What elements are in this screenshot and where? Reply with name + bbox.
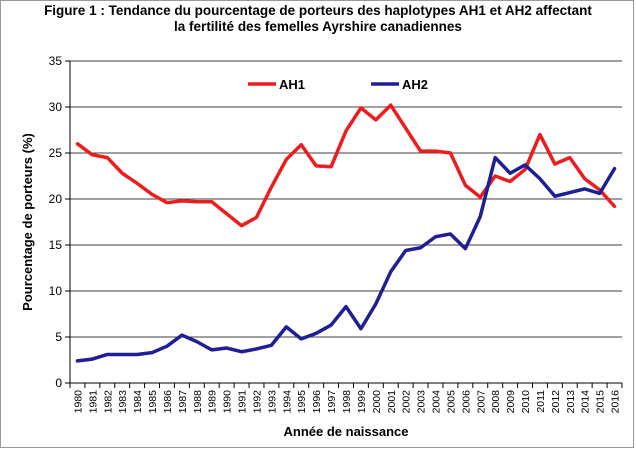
x-tick-label: 1996: [311, 390, 323, 414]
x-tick-label: 2001: [386, 390, 398, 414]
gridlines: [70, 60, 622, 338]
chart-title: Figure 1 : Tendance du pourcentage de po…: [0, 3, 636, 35]
legend-label-ah1: AH1: [279, 77, 305, 92]
x-axis-label: Année de naissance: [284, 424, 409, 439]
x-tick-label: 1998: [341, 390, 353, 414]
series-line-ah2: [75, 155, 617, 363]
x-tick-label: 2004: [431, 390, 443, 414]
x-tick-label: 2011: [535, 390, 547, 413]
x-axis-ticks: 1980 1981 1982 1983 1984 1985 1986 1987 1988 1989…: [69, 383, 623, 414]
y-tick-label: 30: [49, 100, 63, 114]
x-tick-label: 1991: [237, 390, 249, 414]
x-tick-label: 1994: [281, 390, 293, 414]
x-tick-label: 1993: [266, 390, 278, 414]
y-tick-label: 25: [49, 146, 63, 160]
x-tick-label: 1988: [192, 390, 204, 414]
x-tick-label: 2005: [445, 390, 457, 414]
x-tick-label: 2016: [610, 390, 622, 414]
y-axis-ticks: 0 5 10 15 20 25 30 35: [49, 54, 70, 390]
x-tick-label: 1989: [207, 390, 219, 414]
x-tick-label: 2002: [401, 390, 413, 414]
y-axis-label: Pourcentage de porteurs (%): [20, 133, 35, 311]
x-tick-label: 1986: [162, 390, 174, 414]
x-tick-label: 1995: [296, 390, 308, 414]
chart-title-line-1: Figure 1 : Tendance du pourcentage de po…: [44, 3, 592, 18]
x-tick-label: 2009: [505, 390, 517, 414]
x-tick-label: 1990: [222, 390, 234, 414]
x-tick-label: 2013: [565, 390, 577, 414]
x-tick-label: 2015: [595, 390, 607, 414]
y-tick-label: 0: [55, 376, 62, 390]
x-tick-label: 2014: [580, 390, 592, 414]
x-tick-label: 1992: [251, 390, 263, 414]
chart-title-line-2: la fertilité des femelles Ayrshire canad…: [174, 19, 462, 34]
x-tick-label: 2010: [520, 390, 532, 414]
x-tick-label: 2008: [490, 390, 502, 414]
x-tick-label: 1983: [117, 390, 129, 414]
axes: [69, 61, 622, 384]
x-tick-label: 2000: [371, 390, 383, 414]
y-tick-label: 10: [49, 284, 63, 298]
x-tick-label: 1984: [132, 390, 144, 414]
x-tick-label: 1982: [102, 390, 114, 414]
legend-label-ah2: AH2: [402, 77, 428, 92]
x-tick-label: 1997: [326, 390, 338, 414]
x-tick-label: 1987: [177, 390, 189, 414]
series-line-ah1: [75, 103, 617, 228]
x-tick-label: 2006: [460, 390, 472, 414]
x-tick-label: 1980: [72, 390, 84, 414]
x-tick-label: 2003: [416, 390, 428, 414]
legend: AH1 AH2: [248, 77, 428, 92]
x-tick-label: 1985: [147, 390, 159, 414]
x-tick-label: 2007: [475, 390, 487, 414]
x-tick-label: 1981: [87, 390, 99, 414]
y-tick-label: 5: [55, 330, 62, 344]
y-tick-label: 20: [49, 192, 63, 206]
y-tick-label: 35: [49, 54, 63, 68]
series-lines: [75, 103, 617, 363]
x-tick-label: 2012: [550, 390, 562, 414]
x-tick-label: 1999: [356, 390, 368, 414]
y-tick-label: 15: [49, 238, 63, 252]
